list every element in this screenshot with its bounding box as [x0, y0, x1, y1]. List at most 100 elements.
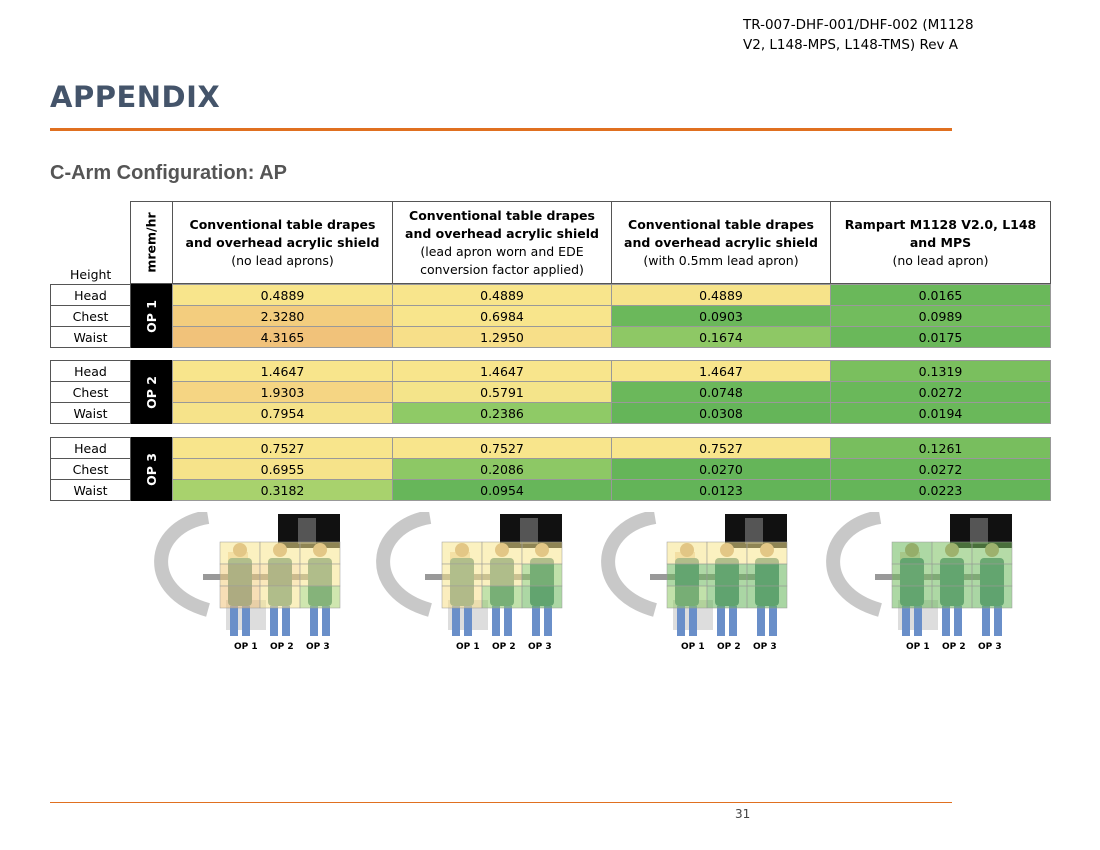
value-cell: 0.0175 — [830, 326, 1051, 348]
value-cell: 1.4647 — [172, 360, 393, 382]
page-title: APPENDIX — [50, 80, 221, 114]
shape — [931, 563, 973, 587]
value-cell: 0.1319 — [830, 360, 1051, 382]
op-figure-label: OP 1 — [681, 642, 705, 652]
shape — [521, 541, 563, 565]
shape — [154, 512, 211, 617]
value-cell: 0.0272 — [830, 381, 1051, 403]
shape — [971, 585, 1013, 609]
shape — [914, 606, 922, 636]
column-header-bold: Conventional table drapes and overhead a… — [624, 216, 818, 250]
shape — [441, 541, 483, 565]
shape — [689, 606, 697, 636]
op-figure-label: OP 2 — [942, 642, 966, 652]
shape — [219, 585, 261, 609]
value-cell: 4.3165 — [172, 326, 393, 348]
height-cell: Head — [50, 360, 131, 382]
op-label-cell: OP 1 — [130, 284, 173, 348]
column-header: Conventional table drapes and overhead a… — [392, 201, 612, 284]
height-cell: Waist — [50, 402, 131, 424]
shape — [532, 606, 540, 636]
value-cell: 0.0903 — [611, 305, 831, 327]
shape — [481, 563, 523, 587]
value-cell: 0.4889 — [172, 284, 393, 306]
shape — [219, 563, 261, 587]
unit-header: mrem/hr — [130, 201, 173, 284]
shape — [230, 606, 238, 636]
shape — [717, 606, 725, 636]
shape — [982, 606, 990, 636]
shape — [259, 541, 301, 565]
shape — [971, 541, 1013, 565]
value-cell: 0.1261 — [830, 437, 1051, 459]
shape — [219, 541, 261, 565]
shape — [746, 563, 788, 587]
c-arm-illustration — [826, 512, 1013, 636]
value-cell: 0.7954 — [172, 402, 393, 424]
shape — [464, 606, 472, 636]
value-cell: 0.0223 — [830, 479, 1051, 501]
value-cell: 0.0272 — [830, 458, 1051, 480]
shape — [259, 563, 301, 587]
op-label: OP 1 — [144, 299, 159, 333]
value-cell: 0.4889 — [392, 284, 612, 306]
column-header-bold: Conventional table drapes and overhead a… — [185, 216, 380, 250]
shape — [259, 585, 301, 609]
unit-label: mrem/hr — [144, 212, 160, 273]
shape — [322, 606, 330, 636]
op-figure-label: OP 2 — [717, 642, 741, 652]
shape — [282, 606, 290, 636]
shape — [310, 606, 318, 636]
value-cell: 0.1674 — [611, 326, 831, 348]
shape — [757, 606, 765, 636]
shape — [299, 563, 341, 587]
shape — [270, 606, 278, 636]
shape — [970, 518, 988, 544]
value-cell: 0.0748 — [611, 381, 831, 403]
value-cell: 1.9303 — [172, 381, 393, 403]
shape — [376, 512, 433, 617]
shape — [677, 606, 685, 636]
shape — [706, 563, 748, 587]
op-figure-label: OP 3 — [528, 642, 552, 652]
value-cell: 0.4889 — [611, 284, 831, 306]
shape — [521, 563, 563, 587]
value-cell: 0.7527 — [392, 437, 612, 459]
footer-rule — [50, 802, 952, 803]
shape — [729, 606, 737, 636]
value-cell: 0.3182 — [172, 479, 393, 501]
shape — [971, 563, 1013, 587]
shape — [902, 606, 910, 636]
op-label-cell: OP 2 — [130, 360, 173, 424]
shape — [666, 585, 708, 609]
op-label: OP 3 — [144, 452, 159, 486]
c-arm-illustration — [601, 512, 788, 636]
value-cell: 0.0165 — [830, 284, 1051, 306]
height-cell: Head — [50, 437, 131, 459]
shape — [521, 585, 563, 609]
shape — [481, 541, 523, 565]
shape — [746, 541, 788, 565]
height-header: Height — [50, 201, 130, 284]
shape — [492, 606, 500, 636]
shape — [452, 606, 460, 636]
shape — [520, 518, 538, 544]
column-header-bold: Rampart M1128 V2.0, L148 and MPS — [844, 216, 1037, 250]
shape — [745, 518, 763, 544]
height-cell: Chest — [50, 305, 131, 327]
value-cell: 0.2386 — [392, 402, 612, 424]
height-cell: Waist — [50, 479, 131, 501]
column-header-normal: (lead apron worn and EDE conversion fact… — [420, 243, 584, 277]
op-figure-label: OP 1 — [906, 642, 930, 652]
shape — [746, 585, 788, 609]
op-figure-label: OP 1 — [234, 642, 258, 652]
value-cell: 0.5791 — [392, 381, 612, 403]
value-cell: 0.0194 — [830, 402, 1051, 424]
shape — [942, 606, 950, 636]
value-cell: 0.0989 — [830, 305, 1051, 327]
value-cell: 0.2086 — [392, 458, 612, 480]
shape — [544, 606, 552, 636]
shape — [504, 606, 512, 636]
shape — [706, 585, 748, 609]
